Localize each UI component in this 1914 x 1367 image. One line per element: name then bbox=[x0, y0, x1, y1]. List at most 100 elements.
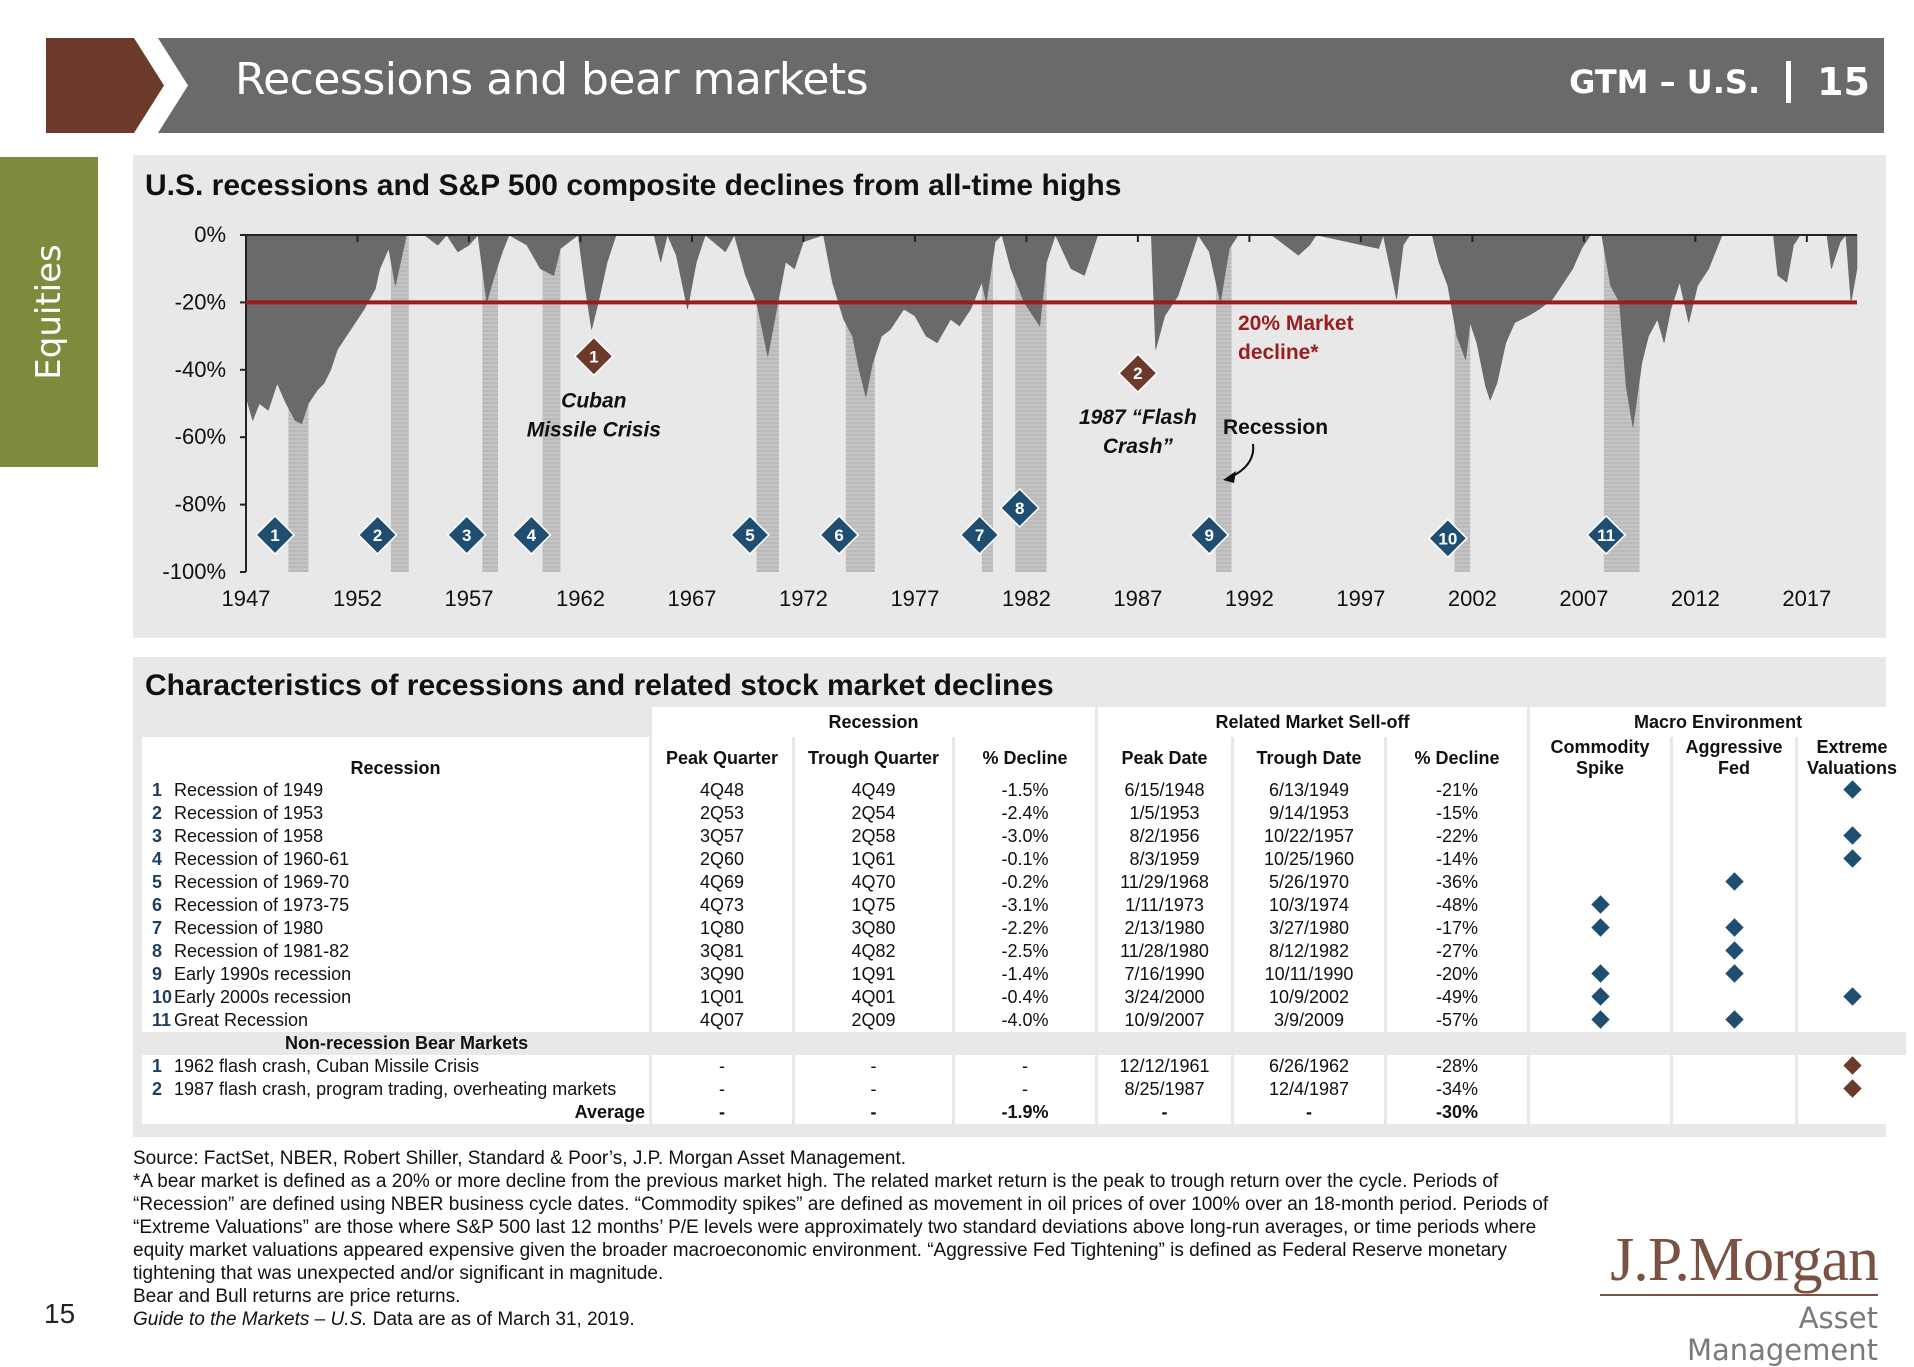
recession-name: Recession of 1973-75 bbox=[174, 895, 350, 915]
trough-quarter-cell: - bbox=[795, 1078, 952, 1101]
bear-market-marker-icon bbox=[1117, 353, 1158, 394]
commodity-spike-cell bbox=[1530, 986, 1671, 1009]
table-row: 2 1987 flash crash, program trading, over… bbox=[142, 1078, 1907, 1101]
diamond-icon bbox=[1724, 918, 1744, 937]
recession-name-cell: 1 Recession of 1949 bbox=[142, 779, 649, 802]
x-tick-label: 1957 bbox=[444, 586, 493, 611]
diamond-icon bbox=[1842, 987, 1862, 1006]
recession-marker-label: 4 bbox=[527, 526, 537, 545]
market-decline-cell: -21% bbox=[1387, 779, 1528, 802]
table-row: 2 Recession of 1953 2Q53 2Q54 -2.4% 1/5/1953 9… bbox=[142, 802, 1907, 825]
commodity-spike-cell bbox=[1530, 1078, 1671, 1101]
extreme-valuation-cell bbox=[1798, 1009, 1907, 1032]
aggressive-fed-cell bbox=[1673, 1078, 1796, 1101]
commodity-spike-cell bbox=[1530, 940, 1671, 963]
x-tick-label: 1967 bbox=[667, 586, 716, 611]
logo-wordmark: J.P.Morgan bbox=[1610, 1226, 1879, 1294]
peak-date-cell: 8/3/1959 bbox=[1098, 848, 1231, 871]
section-tab-label: Equities bbox=[29, 244, 69, 380]
trough-quarter-cell: 3Q80 bbox=[795, 917, 952, 940]
recession-number: 4 bbox=[152, 849, 163, 869]
average-label: Average bbox=[142, 1101, 649, 1124]
recession-marker-label: 3 bbox=[462, 526, 471, 545]
aggressive-fed-cell bbox=[1673, 848, 1796, 871]
x-tick-label: 1992 bbox=[1225, 586, 1274, 611]
recession-marker-icon bbox=[819, 514, 860, 555]
diamond-icon bbox=[1724, 964, 1744, 983]
bear-market-annotation: Missile Crisis bbox=[527, 418, 661, 441]
peak-quarter-cell: 4Q07 bbox=[652, 1009, 792, 1032]
recession-name: Recession of 1969-70 bbox=[174, 872, 350, 892]
diamond-icon bbox=[1590, 918, 1610, 937]
recession-decline-cell: -3.1% bbox=[955, 894, 1095, 917]
x-tick-label: 1962 bbox=[556, 586, 605, 611]
trough-quarter-cell: 2Q54 bbox=[795, 802, 952, 825]
table-row: 4 Recession of 1960-61 2Q60 1Q61 -0.1% 8/3/19… bbox=[142, 848, 1907, 871]
recession-name: Recession of 1953 bbox=[174, 803, 324, 823]
market-decline-cell: -27% bbox=[1387, 940, 1528, 963]
table-row: 6 Recession of 1973-75 4Q73 1Q75 -3.1% 1/11/1… bbox=[142, 894, 1907, 917]
diamond-icon bbox=[1724, 1010, 1744, 1029]
table-panel: Characteristics of recessions and relate… bbox=[133, 657, 1907, 1137]
y-tick-label: -60% bbox=[175, 424, 226, 449]
trough-date-cell: 10/22/1957 bbox=[1234, 825, 1384, 848]
x-tick-label: 1982 bbox=[1002, 586, 1051, 611]
aggressive-fed-cell bbox=[1673, 940, 1796, 963]
peak-date-cell: 1/11/1973 bbox=[1098, 894, 1231, 917]
recession-legend-arrow bbox=[1230, 443, 1255, 478]
recession-name-cell: 9 Early 1990s recession bbox=[142, 963, 649, 986]
trough-date-cell: 10/3/1974 bbox=[1234, 894, 1384, 917]
peak-quarter-cell: 4Q73 bbox=[652, 894, 792, 917]
commodity-spike-cell bbox=[1530, 871, 1671, 894]
trough-date-cell: 6/26/1962 bbox=[1234, 1055, 1384, 1078]
recession-marker-label: 1 bbox=[270, 526, 279, 545]
aggressive-fed-cell bbox=[1673, 1009, 1796, 1032]
recession-marker-icon bbox=[999, 487, 1040, 529]
recession-decline-cell: -0.4% bbox=[955, 986, 1095, 1009]
peak-date-cell: 10/9/2007 bbox=[1098, 1009, 1231, 1032]
recession-name-cell: 2 Recession of 1953 bbox=[142, 802, 649, 825]
market-decline-cell: -34% bbox=[1387, 1078, 1528, 1101]
trough-date-cell: 8/12/1982 bbox=[1234, 940, 1384, 963]
extreme-valuation-cell bbox=[1798, 802, 1907, 825]
table-row: 11 Great Recession 4Q07 2Q09 -4.0% 10/9/2007 3… bbox=[142, 1009, 1907, 1032]
market-decline-cell: -22% bbox=[1387, 825, 1528, 848]
col-header-fed: Aggressive Fed bbox=[1673, 737, 1796, 779]
recession-number: 9 bbox=[152, 964, 163, 984]
aggressive-fed-cell bbox=[1673, 825, 1796, 848]
col-header-trough-date: Trough Date bbox=[1234, 737, 1384, 779]
group-header-row: Recession Related Market Sell-off Macro … bbox=[142, 707, 1907, 737]
table-row: 9 Early 1990s recession 3Q90 1Q91 -1.4% 7/16/… bbox=[142, 963, 1907, 986]
peak-date-cell: 11/28/1980 bbox=[1098, 940, 1231, 963]
trough-quarter-cell: 2Q58 bbox=[795, 825, 952, 848]
trough-quarter-cell: 4Q82 bbox=[795, 940, 952, 963]
recession-number: 1 bbox=[152, 780, 163, 800]
recession-decline-cell: -4.0% bbox=[955, 1009, 1095, 1032]
peak-date-cell: 12/12/1961 bbox=[1098, 1055, 1231, 1078]
col-header-peak-quarter: Peak Quarter bbox=[652, 737, 792, 779]
col-header-rec-decline: % Decline bbox=[955, 737, 1095, 779]
x-tick-label: 1997 bbox=[1336, 586, 1385, 611]
recession-name: Great Recession bbox=[174, 1010, 309, 1030]
extreme-valuation-cell bbox=[1798, 848, 1907, 871]
diamond-icon bbox=[1842, 826, 1862, 845]
peak-quarter-cell: 1Q80 bbox=[652, 917, 792, 940]
group-header-macro: Macro Environment bbox=[1530, 707, 1907, 737]
trough-quarter-cell: - bbox=[795, 1055, 952, 1078]
guide-label: GTM – U.S. bbox=[1569, 63, 1761, 101]
recession-marker-icon bbox=[959, 514, 1000, 555]
peak-date-cell: - bbox=[1098, 1101, 1231, 1124]
market-decline-cell: -57% bbox=[1387, 1009, 1528, 1032]
col-header-commodity: Commodity Spike bbox=[1530, 737, 1671, 779]
trough-date-cell: 3/9/2009 bbox=[1234, 1009, 1384, 1032]
market-decline-cell: -28% bbox=[1387, 1055, 1528, 1078]
extreme-valuation-cell bbox=[1798, 825, 1907, 848]
recession-legend-arrowhead-icon bbox=[1223, 471, 1236, 483]
recession-name: Recession of 1949 bbox=[174, 780, 324, 800]
aggressive-fed-cell bbox=[1673, 894, 1796, 917]
asof-note: Guide to the Markets – U.S. Data are as … bbox=[133, 1308, 1573, 1331]
x-tick-label: 1952 bbox=[333, 586, 382, 611]
trough-date-cell: 9/14/1953 bbox=[1234, 802, 1384, 825]
peak-quarter-cell: 2Q60 bbox=[652, 848, 792, 871]
y-tick-label: -20% bbox=[175, 289, 226, 314]
